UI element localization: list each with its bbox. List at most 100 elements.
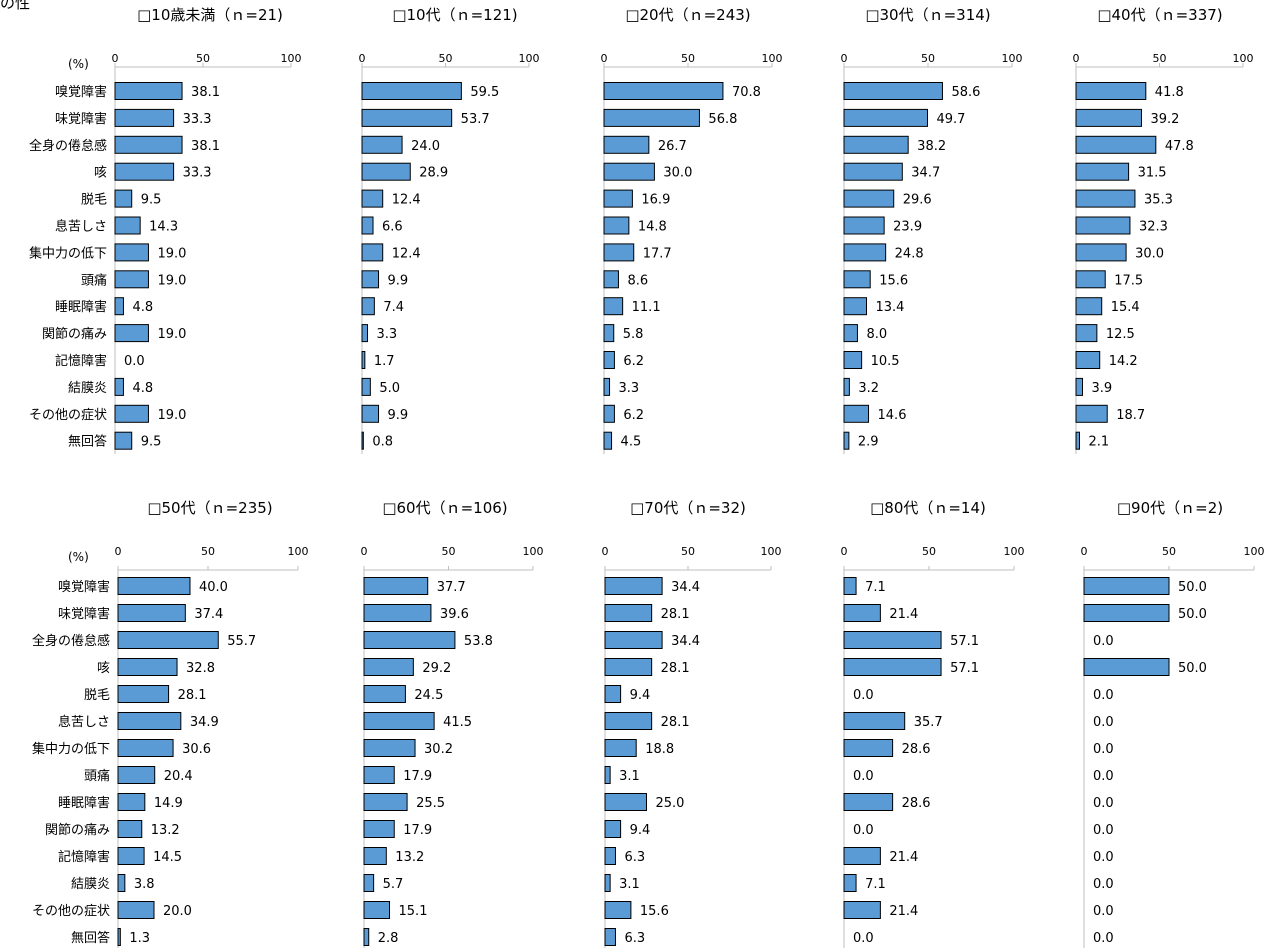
data-label: 28.1 — [661, 607, 690, 622]
x-tick-label: 100 — [288, 545, 309, 558]
category-label: 集中力の低下 — [29, 245, 107, 261]
bar — [604, 766, 611, 784]
data-label: 28.1 — [661, 661, 690, 676]
bar — [843, 162, 903, 181]
data-label: 0.0 — [124, 354, 145, 369]
data-label: 1.7 — [374, 354, 395, 369]
bar — [117, 631, 219, 649]
x-tick-label: 50 — [1162, 545, 1176, 558]
bar — [1083, 658, 1170, 676]
data-label: 41.5 — [443, 715, 472, 730]
bar — [1075, 82, 1147, 100]
bar — [363, 793, 408, 811]
data-label: 24.8 — [895, 246, 924, 261]
data-label: 1.3 — [129, 931, 150, 946]
x-tick-label: 50 — [921, 52, 935, 65]
bar — [363, 874, 375, 892]
data-label: 6.3 — [624, 931, 645, 946]
bar — [1075, 431, 1081, 450]
data-label: 53.8 — [464, 634, 493, 649]
bar — [1075, 216, 1131, 235]
bar — [363, 847, 387, 865]
panel-title: □40代（ｎ=337) — [1097, 6, 1222, 24]
bar — [843, 847, 881, 865]
bar — [843, 404, 870, 423]
data-label: 17.5 — [1114, 273, 1143, 288]
data-label: 7.4 — [383, 300, 404, 315]
data-label: 33.3 — [183, 166, 212, 181]
data-label: 28.1 — [178, 688, 207, 703]
data-label: 5.0 — [379, 381, 400, 396]
bar — [117, 820, 143, 838]
bar — [114, 216, 141, 235]
bar — [114, 189, 133, 208]
category-label: 全身の倦怠感 — [32, 633, 110, 649]
x-tick-label: 100 — [519, 52, 540, 65]
corner-text: の性 — [0, 0, 31, 12]
bar — [114, 404, 149, 423]
bar — [363, 685, 406, 703]
bar — [117, 739, 174, 757]
bar — [117, 685, 170, 703]
bar — [843, 631, 942, 649]
category-label: 関節の痛み — [45, 822, 110, 838]
category-label: 記憶障害 — [58, 849, 110, 865]
data-label: 30.2 — [424, 742, 453, 757]
data-label: 58.6 — [951, 85, 980, 100]
bar — [114, 431, 133, 450]
data-label: 38.1 — [191, 139, 220, 154]
x-tick-label: 0 — [841, 545, 848, 558]
data-label: 5.7 — [383, 877, 404, 892]
category-label: 睡眠障害 — [58, 795, 110, 811]
bar — [604, 847, 616, 865]
category-label: 結膜炎 — [71, 877, 110, 892]
bar — [361, 135, 403, 154]
category-label: 睡眠障害 — [55, 299, 107, 315]
data-label: 3.1 — [619, 769, 640, 784]
bar — [603, 324, 615, 343]
category-label: 無回答 — [71, 930, 110, 946]
data-label: 57.1 — [950, 661, 979, 676]
data-label: 12.5 — [1106, 327, 1135, 342]
x-tick-label: 100 — [1004, 545, 1025, 558]
bar — [117, 793, 146, 811]
data-label: 55.7 — [227, 634, 256, 649]
bar — [603, 297, 624, 316]
data-label: 3.9 — [1092, 381, 1113, 396]
x-tick-label: 100 — [281, 52, 302, 65]
data-label: 28.1 — [661, 715, 690, 730]
data-label: 21.4 — [889, 850, 918, 865]
x-tick-label: 50 — [1153, 52, 1167, 65]
bar — [117, 577, 191, 595]
data-label: 14.6 — [878, 408, 907, 423]
bar — [843, 243, 887, 262]
panel-title: □60代（ｎ=106) — [382, 499, 507, 517]
data-label: 28.9 — [419, 166, 448, 181]
category-label: その他の症状 — [32, 904, 110, 919]
data-label: 47.8 — [1165, 139, 1194, 154]
bar — [603, 189, 633, 208]
x-tick-label: 50 — [439, 52, 453, 65]
bar — [114, 108, 175, 127]
bar — [604, 577, 663, 595]
data-label: 56.8 — [708, 112, 737, 127]
data-label: 0.0 — [1093, 715, 1114, 730]
data-label: 14.5 — [153, 850, 182, 865]
bar — [117, 928, 121, 946]
bar — [604, 901, 632, 919]
x-tick-label: 100 — [1244, 545, 1265, 558]
category-label: その他の症状 — [29, 408, 107, 423]
bar — [843, 135, 909, 154]
bar — [843, 577, 857, 595]
data-label: 0.0 — [1093, 688, 1114, 703]
data-label: 15.6 — [640, 904, 669, 919]
category-label: 結膜炎 — [68, 381, 107, 396]
data-label: 38.2 — [917, 139, 946, 154]
data-label: 30.0 — [1135, 246, 1164, 261]
panel-10: □90代（ｎ=2) 0 50 100 50.0 50.0 0.0 50.0 0.0 0.0 0.0 0… — [1081, 499, 1265, 948]
data-label: 0.0 — [1093, 823, 1114, 838]
data-label: 6.2 — [623, 408, 644, 423]
bar — [117, 874, 126, 892]
data-label: 3.2 — [858, 381, 879, 396]
